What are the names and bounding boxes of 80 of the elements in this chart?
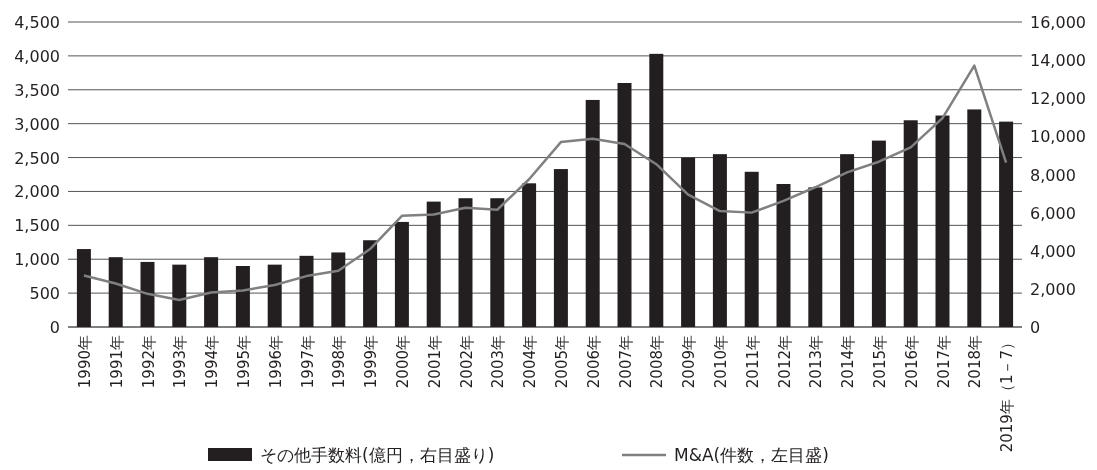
x-tick-label: 2013年 — [807, 335, 826, 389]
x-tick-label: 2007年 — [616, 335, 635, 389]
x-tick-label: 2016年 — [902, 335, 921, 389]
bar — [681, 157, 696, 327]
bar — [585, 99, 600, 327]
y2-tick-label: 10,000 — [1030, 127, 1086, 147]
y-tick-label: 4,500 — [14, 13, 60, 32]
x-tick-label: 1993年 — [171, 335, 190, 389]
y-tick-label: 4,000 — [14, 46, 60, 66]
bar — [808, 187, 823, 327]
bar — [903, 120, 918, 327]
y-tick-label: 1,500 — [14, 216, 60, 236]
x-tick-label: 1995年 — [234, 335, 253, 389]
bar — [617, 83, 632, 327]
x-tick-label: 1998年 — [330, 335, 349, 389]
x-tick-label: 1990年 — [75, 335, 94, 389]
bar — [204, 257, 219, 327]
bar — [649, 53, 664, 327]
y-tick-label: 3,500 — [14, 80, 60, 100]
bar — [490, 198, 505, 327]
x-tick-label: 1997年 — [298, 335, 317, 389]
bar — [363, 240, 378, 327]
y2-tick-label: 16,000 — [1030, 13, 1086, 32]
legend-label: その他手数料(億円，右目盛り) — [260, 445, 495, 465]
y-tick-label: 500 — [29, 284, 60, 304]
x-tick-label: 2012年 — [775, 335, 794, 389]
x-tick-label: 2009年 — [680, 335, 699, 389]
bar — [840, 154, 855, 327]
y2-tick-label: 2,000 — [1030, 279, 1076, 299]
bar — [522, 183, 537, 327]
bar — [76, 249, 91, 327]
x-tick-label: 2000年 — [393, 335, 412, 389]
x-tick-label: 2002年 — [457, 335, 476, 389]
y2-tick-label: 12,000 — [1030, 89, 1086, 109]
x-tick-label: 2018年 — [966, 335, 985, 389]
x-tick-label: 2008年 — [648, 335, 667, 389]
x-tick-label: 2015年 — [870, 335, 889, 389]
bar — [267, 264, 282, 327]
bar — [871, 140, 886, 327]
line-series — [82, 64, 1008, 302]
y-tick-label: 3,000 — [14, 114, 60, 134]
bar — [935, 115, 950, 327]
x-tick-label: 2011年 — [743, 335, 762, 389]
bar — [712, 154, 727, 327]
bar — [553, 169, 568, 327]
bar — [235, 266, 250, 327]
x-tick-label: 2017年 — [934, 335, 953, 389]
y-tick-label: 0 — [49, 318, 60, 337]
bar — [458, 198, 473, 327]
x-tick-label: 2019年（1－7） — [998, 335, 1017, 453]
y2-tick-label: 8,000 — [1030, 165, 1076, 185]
y2-tick-label: 0 — [1030, 318, 1041, 337]
bar — [394, 221, 409, 327]
x-tick-label: 2014年 — [839, 335, 858, 389]
bar — [744, 171, 759, 327]
x-tick-label: 2005年 — [552, 335, 571, 389]
bar — [999, 121, 1014, 327]
legend-label: M&A(件数，左目盛) — [674, 445, 829, 465]
bar — [967, 109, 982, 327]
bar — [108, 257, 123, 327]
x-tick-label: 1999年 — [362, 335, 381, 389]
y2-tick-label: 14,000 — [1030, 51, 1086, 71]
y2-tick-label: 6,000 — [1030, 203, 1076, 223]
x-tick-label: 1992年 — [139, 335, 158, 389]
x-tick-label: 1994年 — [203, 335, 222, 389]
y2-tick-label: 4,000 — [1030, 241, 1076, 261]
x-tick-label: 2001年 — [425, 335, 444, 389]
bar — [776, 183, 791, 327]
x-tick-label: 1996年 — [266, 335, 285, 389]
y-tick-label: 1,000 — [14, 250, 60, 270]
x-tick-label: 2003年 — [489, 335, 508, 389]
x-tick-label: 2004年 — [521, 335, 540, 389]
bar — [172, 264, 187, 327]
bar — [426, 201, 441, 327]
y-tick-label: 2,500 — [14, 148, 60, 168]
bar — [331, 252, 346, 327]
x-tick-label: 2010年 — [711, 335, 730, 389]
y-tick-label: 2,000 — [14, 182, 60, 202]
x-tick-label: 1991年 — [107, 335, 126, 389]
x-tick-label: 2006年 — [584, 335, 603, 389]
